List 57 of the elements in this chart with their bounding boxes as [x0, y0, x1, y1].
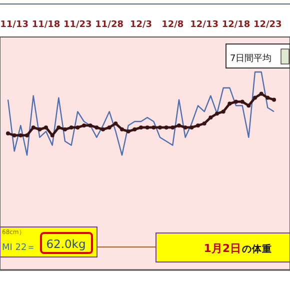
point — [44, 125, 48, 130]
point — [132, 127, 137, 132]
point — [101, 127, 105, 132]
point — [145, 125, 150, 130]
point — [196, 123, 200, 128]
point — [94, 125, 99, 130]
point — [177, 123, 181, 128]
point — [215, 112, 219, 116]
point — [234, 100, 238, 104]
point — [208, 116, 213, 120]
point — [88, 123, 92, 128]
point — [246, 104, 251, 108]
x-tick-label: 11/18 — [32, 20, 60, 30]
annotation: 62.0kg — [46, 237, 86, 251]
point — [139, 125, 143, 130]
x-tick-label: 11/13 — [0, 20, 29, 30]
point — [12, 133, 16, 138]
annotation: MI 22＝ — [2, 243, 36, 253]
x-tick-label: 12/13 — [190, 20, 219, 30]
point — [126, 129, 130, 134]
point — [266, 96, 270, 100]
point — [69, 125, 74, 130]
point — [190, 125, 194, 130]
point — [114, 121, 118, 126]
point — [18, 133, 23, 138]
point — [164, 125, 168, 130]
x-tick-label: 12/23 — [253, 20, 282, 30]
point — [31, 125, 36, 130]
point — [183, 125, 188, 130]
annotation: の体重 — [242, 243, 272, 255]
point — [158, 125, 162, 130]
point — [6, 131, 10, 136]
point — [253, 96, 257, 100]
x-tick-label: 12/18 — [222, 20, 250, 30]
point — [221, 110, 226, 114]
x-tick-label: 11/28 — [95, 20, 124, 30]
point — [120, 127, 124, 132]
point — [82, 123, 86, 128]
point — [56, 125, 61, 130]
point — [63, 127, 67, 132]
point — [25, 133, 29, 138]
point — [38, 127, 42, 132]
point — [50, 133, 54, 138]
point — [259, 92, 264, 96]
x-tick-label: 12/8 — [162, 20, 184, 30]
point — [272, 98, 276, 102]
annotation: 1月2日 — [204, 242, 241, 255]
point — [76, 125, 80, 130]
legend-label: 7日間平均 — [230, 53, 272, 64]
point — [228, 102, 232, 106]
point — [152, 125, 156, 130]
point — [170, 125, 175, 130]
point — [240, 100, 244, 104]
x-tick-label: 12/3 — [130, 20, 152, 30]
x-tick-label: 11/23 — [63, 20, 92, 30]
point — [107, 125, 112, 130]
point — [202, 121, 206, 126]
